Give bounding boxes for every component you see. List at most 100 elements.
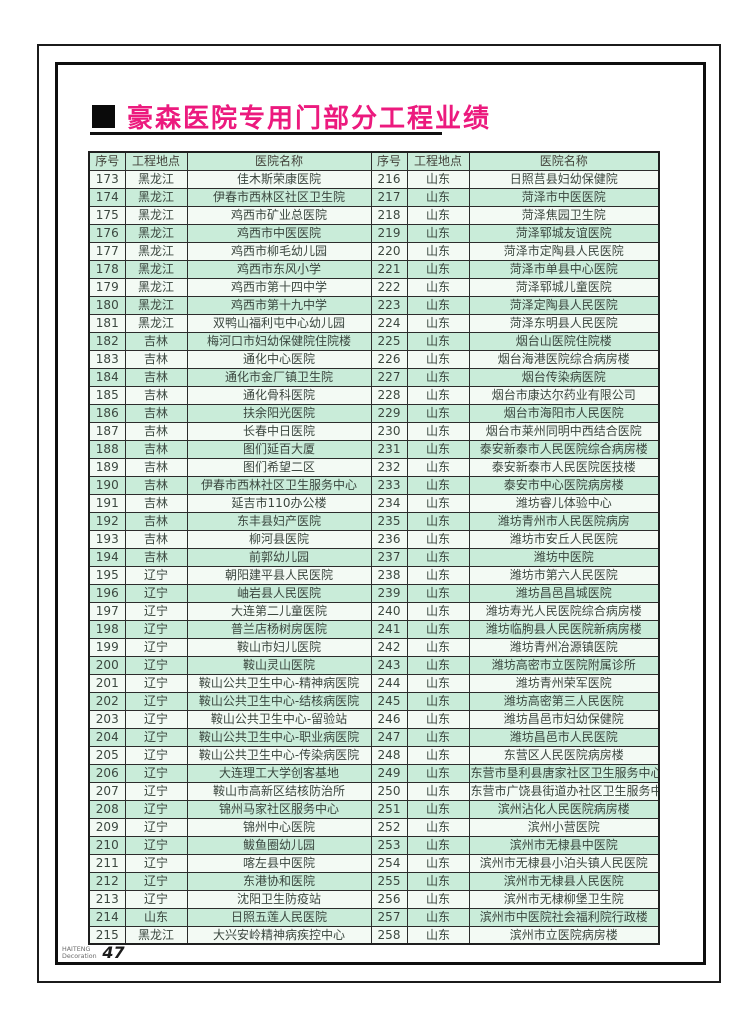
cell-location: 山东 — [406, 529, 470, 549]
cell-location: 山东 — [406, 421, 470, 441]
cell-hospital: 通化骨科医院 — [186, 385, 372, 405]
cell-serial: 213 — [88, 889, 126, 909]
title-underline — [90, 132, 442, 135]
cell-location: 山东 — [406, 547, 470, 567]
cell-serial: 242 — [370, 637, 408, 657]
cell-hospital: 鞍山公共卫生中心-结核病医院 — [186, 691, 372, 711]
cell-serial: 186 — [88, 403, 126, 423]
cell-location: 山东 — [406, 889, 470, 909]
table-row: 205 辽宁 鞍山公共卫生中心-传染病医院 248 山东 东营区人民医院病房楼 — [88, 745, 660, 765]
brand-line2: Decoration — [62, 952, 97, 960]
table-row: 204 辽宁 鞍山公共卫生中心-职业病医院 247 山东 潍坊昌邑市人民医院 — [88, 727, 660, 747]
cell-hospital: 东港协和医院 — [186, 871, 372, 891]
cell-location: 山东 — [406, 439, 470, 459]
cell-serial: 181 — [88, 313, 126, 333]
cell-hospital: 东营市垦利县唐家社区卫生服务中心 — [468, 763, 660, 783]
cell-hospital: 滨州市中医院社会福利院行政楼 — [468, 907, 660, 927]
cell-location: 山东 — [406, 457, 470, 477]
cell-location: 山东 — [406, 691, 470, 711]
cell-serial: 245 — [370, 691, 408, 711]
table-row: 194 吉林 前郭幼儿园 237 山东 潍坊中医院 — [88, 547, 660, 567]
cell-location: 吉林 — [124, 367, 188, 387]
cell-hospital: 潍坊青州冶源镇医院 — [468, 637, 660, 657]
cell-hospital: 佳木斯荣康医院 — [186, 169, 372, 189]
cell-serial: 194 — [88, 547, 126, 567]
cell-location: 山东 — [406, 169, 470, 189]
cell-hospital: 鸡西市矿业总医院 — [186, 205, 372, 225]
cell-location: 山东 — [124, 907, 188, 927]
cell-hospital: 鞍山公共卫生中心-传染病医院 — [186, 745, 372, 765]
cell-serial: 197 — [88, 601, 126, 621]
square-bullet-icon — [92, 105, 115, 128]
table-row: 208 辽宁 锦州马家社区服务中心 251 山东 滨州沾化人民医院病房楼 — [88, 799, 660, 819]
cell-hospital: 鸡西市柳毛幼儿园 — [186, 241, 372, 261]
cell-location: 山东 — [406, 799, 470, 819]
cell-location: 辽宁 — [124, 565, 188, 585]
cell-location: 山东 — [406, 763, 470, 783]
cell-hospital: 日照五莲人民医院 — [186, 907, 372, 927]
table-row: 186 吉林 扶余阳光医院 229 山东 烟台市海阳市人民医院 — [88, 403, 660, 423]
cell-serial: 236 — [370, 529, 408, 549]
cell-serial: 202 — [88, 691, 126, 711]
cell-serial: 239 — [370, 583, 408, 603]
cell-serial: 238 — [370, 565, 408, 585]
cell-hospital: 滨州市无棣县中医院 — [468, 835, 660, 855]
cell-location: 山东 — [406, 655, 470, 675]
cell-serial: 255 — [370, 871, 408, 891]
cell-serial: 180 — [88, 295, 126, 315]
cell-serial: 183 — [88, 349, 126, 369]
cell-hospital: 潍坊睿儿体验中心 — [468, 493, 660, 513]
column-header: 工程地点 — [124, 151, 188, 171]
cell-serial: 203 — [88, 709, 126, 729]
cell-serial: 257 — [370, 907, 408, 927]
cell-location: 山东 — [406, 403, 470, 423]
cell-hospital: 双鸭山福利屯中心幼儿园 — [186, 313, 372, 333]
cell-hospital: 潍坊市第六人民医院 — [468, 565, 660, 585]
cell-location: 黑龙江 — [124, 277, 188, 297]
cell-hospital: 菏泽东明县人民医院 — [468, 313, 660, 333]
cell-location: 山东 — [406, 295, 470, 315]
cell-hospital: 菏泽市定陶县人民医院 — [468, 241, 660, 261]
cell-hospital: 朝阳建平县人民医院 — [186, 565, 372, 585]
cell-hospital: 大连第二儿童医院 — [186, 601, 372, 621]
table-row: 214 山东 日照五莲人民医院 257 山东 滨州市中医院社会福利院行政楼 — [88, 907, 660, 927]
cell-serial: 244 — [370, 673, 408, 693]
cell-hospital: 菏泽焦园卫生院 — [468, 205, 660, 225]
cell-serial: 224 — [370, 313, 408, 333]
cell-location: 山东 — [406, 871, 470, 891]
cell-hospital: 大连理工大学创客基地 — [186, 763, 372, 783]
cell-hospital: 前郭幼儿园 — [186, 547, 372, 567]
cell-serial: 230 — [370, 421, 408, 441]
cell-hospital: 锦州中心医院 — [186, 817, 372, 837]
cell-serial: 232 — [370, 457, 408, 477]
table-row: 193 吉林 柳河县医院 236 山东 潍坊市安丘人民医院 — [88, 529, 660, 549]
cell-hospital: 菏泽郓城儿童医院 — [468, 277, 660, 297]
table-row: 191 吉林 延吉市110办公楼 234 山东 潍坊睿儿体验中心 — [88, 493, 660, 513]
project-performance-table: 序号 工程地点 医院名称 序号 工程地点 医院名称 173 黑龙江 佳木斯荣康医院 216 山东日… — [88, 151, 660, 945]
table-row: 173 黑龙江 佳木斯荣康医院 216 山东 日照莒县妇幼保健院 — [88, 169, 660, 189]
table-header-row: 序号 工程地点 医院名称 序号 工程地点 医院名称 — [88, 151, 660, 171]
page-number: 47 — [102, 943, 125, 962]
cell-location: 辽宁 — [124, 619, 188, 639]
table-row: 182 吉林 梅河口市妇幼保健院住院楼 225 山东 烟台山医院住院楼 — [88, 331, 660, 351]
cell-serial: 254 — [370, 853, 408, 873]
table-row: 183 吉林 通化中心医院 226 山东 烟台海港医院综合病房楼 — [88, 349, 660, 369]
table-row: 202 辽宁 鞍山公共卫生中心-结核病医院 245 山东 潍坊高密第三人民医院 — [88, 691, 660, 711]
cell-serial: 178 — [88, 259, 126, 279]
table-row: 187 吉林 长春中日医院 230 山东 烟台市莱州同明中西结合医院 — [88, 421, 660, 441]
cell-serial: 249 — [370, 763, 408, 783]
cell-serial: 252 — [370, 817, 408, 837]
table-row: 181 黑龙江 双鸭山福利屯中心幼儿园 224 山东 菏泽东明县人民医院 — [88, 313, 660, 333]
cell-hospital: 烟台市莱州同明中西结合医院 — [468, 421, 660, 441]
cell-serial: 200 — [88, 655, 126, 675]
table-row: 212 辽宁 东港协和医院 255 山东 滨州市无棣县人民医院 — [88, 871, 660, 891]
cell-location: 辽宁 — [124, 601, 188, 621]
cell-hospital: 潍坊中医院 — [468, 547, 660, 567]
cell-location: 山东 — [406, 619, 470, 639]
cell-serial: 221 — [370, 259, 408, 279]
cell-location: 辽宁 — [124, 781, 188, 801]
cell-serial: 185 — [88, 385, 126, 405]
cell-hospital: 潍坊昌邑市妇幼保健院 — [468, 709, 660, 729]
cell-hospital: 泰安新泰市人民医院医技楼 — [468, 457, 660, 477]
cell-serial: 226 — [370, 349, 408, 369]
